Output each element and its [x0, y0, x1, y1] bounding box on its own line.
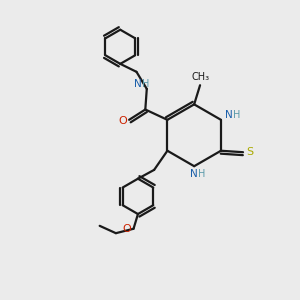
Text: O: O	[123, 224, 131, 234]
Text: O: O	[118, 116, 127, 126]
Text: CH₃: CH₃	[191, 72, 209, 82]
Text: H: H	[232, 110, 240, 119]
Text: N: N	[190, 169, 198, 179]
Text: N: N	[134, 79, 142, 89]
Text: N: N	[225, 110, 233, 119]
Text: H: H	[142, 79, 149, 89]
Text: S: S	[246, 147, 253, 157]
Text: H: H	[197, 169, 205, 179]
